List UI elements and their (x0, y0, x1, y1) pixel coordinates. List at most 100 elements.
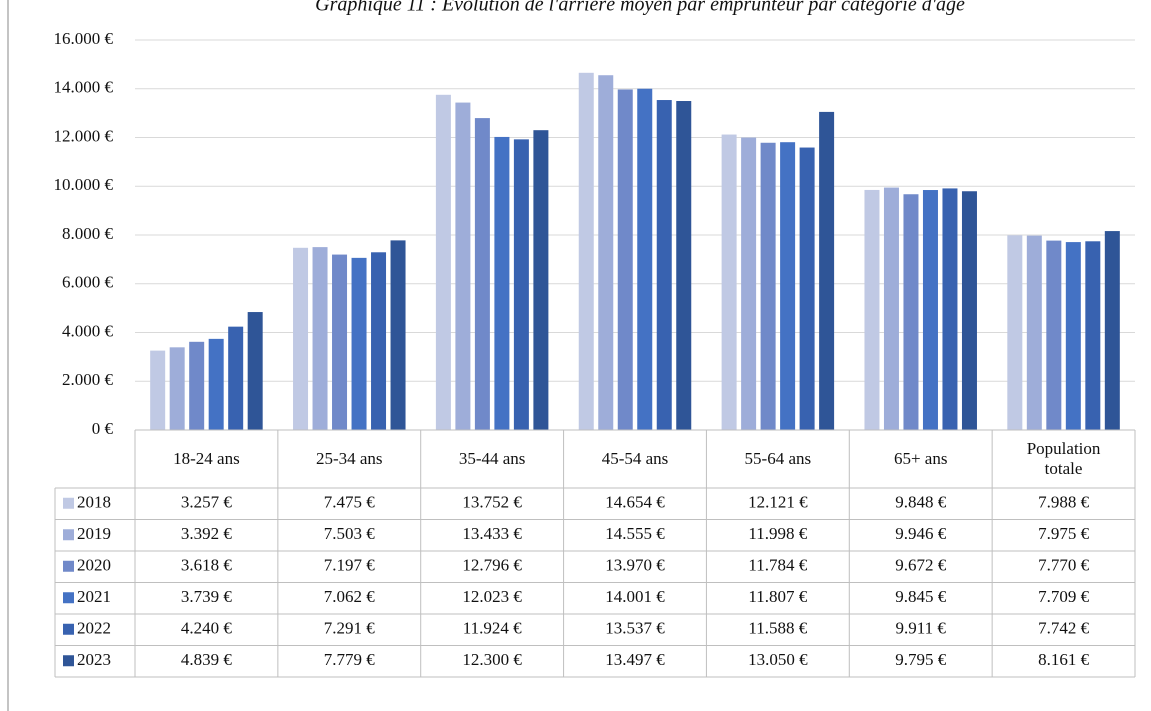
category-cell: 65+ ans (893, 448, 948, 468)
table-value: 14.654 € (605, 493, 665, 512)
y-tick-label: 14.000 € (54, 78, 114, 97)
table-value: 7.062 € (324, 587, 376, 606)
table-value: 9.672 € (895, 556, 947, 575)
table-value: 3.739 € (181, 587, 233, 606)
table-value: 4.839 € (181, 650, 233, 669)
table-value: 11.924 € (463, 619, 522, 638)
table-value: 7.197 € (324, 556, 376, 575)
bar (1046, 240, 1062, 430)
legend-swatch (63, 655, 74, 667)
bar (864, 189, 880, 430)
bar (676, 101, 692, 431)
table-value: 12.023 € (462, 587, 522, 606)
bar (390, 240, 406, 430)
table-value: 9.848 € (895, 493, 947, 512)
bar (1065, 242, 1081, 430)
bar (533, 130, 549, 430)
category-cell: 35-44 ans (458, 448, 526, 468)
bar (780, 142, 796, 430)
table-value: 7.291 € (324, 619, 376, 638)
table-value: 13.497 € (605, 650, 665, 669)
table-value: 9.946 € (895, 524, 947, 543)
bar (474, 118, 490, 430)
chart-title: Graphique 11 : Évolution de l'arriéré mo… (315, 0, 965, 16)
y-tick-label: 2.000 € (62, 370, 114, 389)
bar (942, 188, 958, 430)
legend-label: 2023 (77, 650, 111, 669)
table-value: 11.807 € (748, 587, 807, 606)
table-value: 11.998 € (748, 524, 807, 543)
bar (598, 75, 614, 431)
bar (1104, 231, 1120, 430)
bar (656, 100, 672, 431)
table-value: 7.475 € (324, 493, 376, 512)
bar (513, 139, 529, 431)
legend-swatch (63, 497, 74, 509)
y-tick-label: 4.000 € (62, 321, 114, 340)
bar (799, 147, 815, 431)
table-value: 3.257 € (181, 493, 233, 512)
bar (819, 111, 835, 430)
table-value: 12.121 € (748, 493, 808, 512)
table-value: 13.433 € (462, 524, 522, 543)
table-value: 4.240 € (181, 619, 233, 638)
x-tick-label: 35-44 ans (458, 448, 526, 468)
table-value: 13.752 € (462, 493, 522, 512)
bar (247, 312, 263, 430)
bar (435, 94, 451, 431)
table-value: 7.975 € (1038, 524, 1090, 543)
bar (189, 341, 205, 430)
bar (1026, 235, 1042, 430)
y-tick-label: 12.000 € (54, 126, 114, 145)
category-cell: 55-64 ans (745, 449, 812, 468)
bar (208, 338, 224, 430)
bar (169, 347, 185, 430)
bar (351, 257, 367, 430)
table-value: 7.988 € (1038, 493, 1090, 512)
bar (617, 89, 633, 430)
y-tick-label: 0 € (92, 419, 114, 438)
table-value: 9.911 € (896, 619, 947, 638)
table-value: 12.796 € (462, 556, 522, 575)
bar (903, 194, 919, 430)
x-tick-label: Population totale (1026, 438, 1101, 478)
legend-label: 2021 (77, 587, 111, 606)
category-cell: 25-34 ans (315, 448, 383, 468)
bar (721, 134, 737, 430)
bar (494, 136, 510, 430)
category-cell: 18-24 ans (173, 448, 240, 468)
legend-swatch (63, 592, 74, 604)
table-value: 9.795 € (895, 650, 947, 669)
table-value: 7.503 € (324, 524, 376, 543)
bar (332, 254, 348, 430)
bar (150, 350, 166, 430)
bar (1085, 241, 1101, 430)
y-tick-label: 6.000 € (62, 273, 114, 292)
table-value: 8.161 € (1038, 650, 1090, 669)
table-value: 7.742 € (1038, 619, 1090, 638)
legend-label: 2022 (77, 619, 111, 638)
x-tick-label: 65+ ans (893, 448, 948, 468)
bar (961, 191, 977, 430)
table-value: 11.588 € (748, 619, 807, 638)
table-value: 14.001 € (605, 587, 665, 606)
bar (312, 247, 328, 430)
table-value: 3.618 € (181, 556, 233, 575)
bar (228, 326, 244, 430)
x-tick-label: 25-34 ans (315, 448, 383, 468)
legend-label: 2018 (77, 493, 111, 512)
bar (741, 137, 757, 430)
table-value: 13.970 € (605, 556, 665, 575)
bar (760, 142, 776, 430)
x-tick-label: 18-24 ans (173, 448, 240, 468)
bar (455, 102, 471, 431)
table-value: 14.555 € (605, 524, 665, 543)
legend-swatch (63, 623, 74, 635)
table-value: 11.784 € (748, 556, 807, 575)
category-cell: 45-54 ans (602, 449, 669, 468)
bar (637, 88, 653, 431)
y-tick-label: 10.000 € (54, 175, 114, 194)
y-tick-label: 8.000 € (62, 224, 114, 243)
bar (371, 252, 387, 430)
